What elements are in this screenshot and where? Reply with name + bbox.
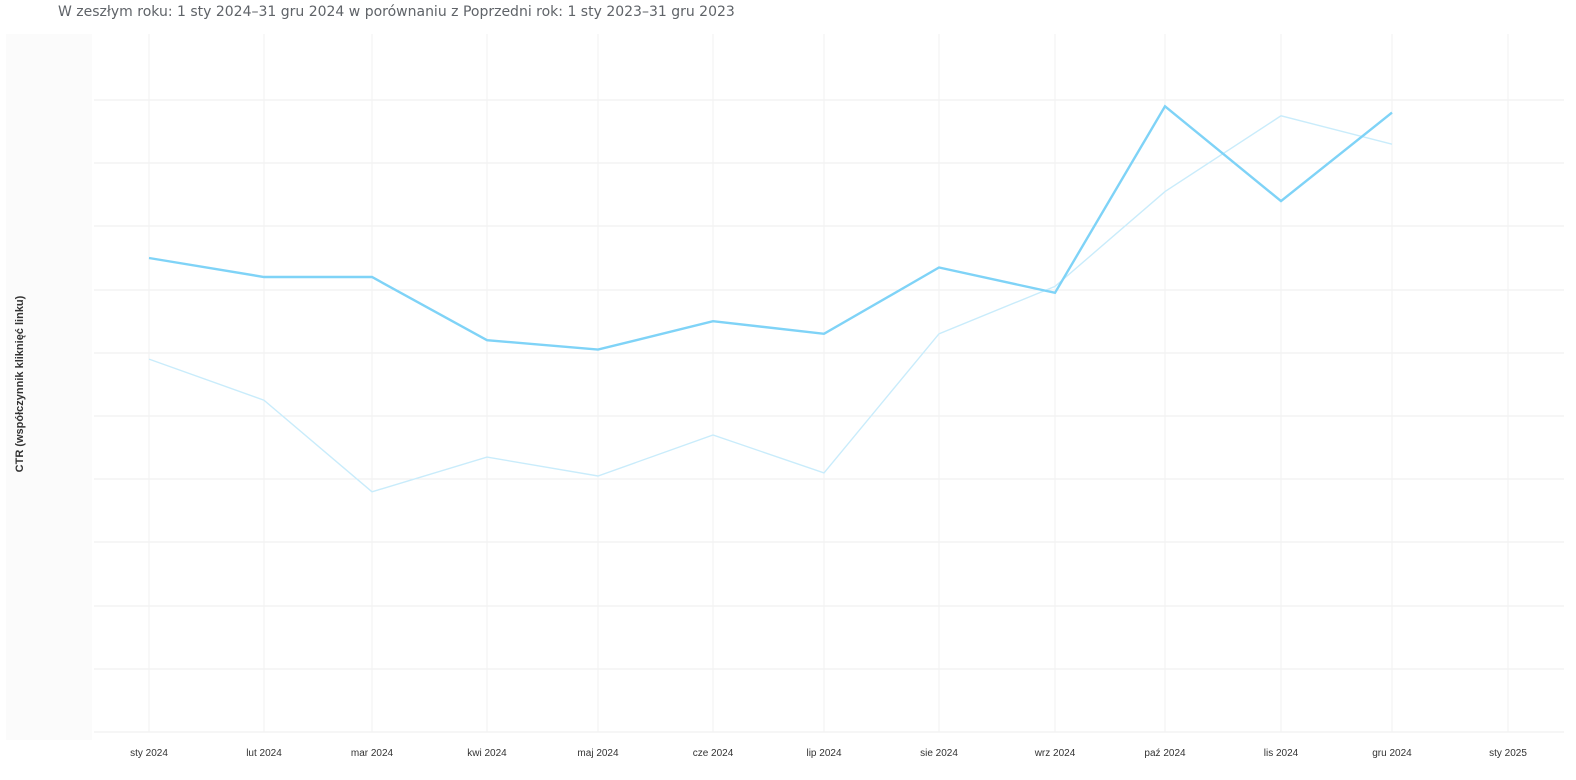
x-tick-label: mar 2024 [351, 748, 394, 759]
x-tick-label: maj 2024 [577, 748, 619, 759]
x-tick-label: lip 2024 [806, 748, 841, 759]
x-tick-label: paź 2024 [1144, 748, 1186, 759]
comparison-subtitle: W zeszłym roku: 1 sty 2024–31 gru 2024 w… [58, 4, 735, 20]
x-tick-label: kwi 2024 [467, 748, 507, 759]
x-tick-label: sty 2024 [130, 748, 168, 759]
x-tick-label: wrz 2024 [1034, 748, 1076, 759]
series-line-previous [148, 115, 1393, 493]
x-tick-label: gru 2024 [1372, 748, 1412, 759]
x-tick-label: sty 2025 [1489, 748, 1527, 759]
x-tick-label: sie 2024 [920, 748, 958, 759]
y-axis-area [6, 34, 92, 740]
series-line-current [148, 104, 1393, 351]
x-tick-label: lis 2024 [1264, 748, 1299, 759]
x-tick-label: lut 2024 [246, 748, 282, 759]
x-tick-label: cze 2024 [693, 748, 734, 759]
